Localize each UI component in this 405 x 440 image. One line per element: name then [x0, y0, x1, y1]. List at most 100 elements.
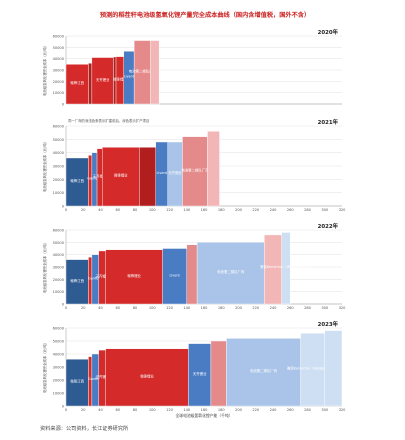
x-tick-label: 60	[115, 306, 120, 310]
x-tick-label: 100	[149, 408, 157, 412]
x-tick-label: 40	[98, 306, 103, 310]
x-tick-label: 0	[65, 208, 68, 212]
x-tick-label: 60	[115, 408, 120, 412]
panel-subtitle: 同一厂商的深浅色条表示扩建前后，深色表示扩产项目	[68, 118, 149, 123]
x-tick-label: 300	[321, 208, 329, 212]
y-tick-label: 60000	[53, 35, 65, 39]
cost-bar	[150, 40, 160, 105]
cost-bar	[281, 232, 291, 305]
x-tick-label: 20	[81, 208, 86, 212]
year-label: 2023年	[318, 320, 339, 328]
x-tick-label: 240	[270, 208, 278, 212]
chart-panel-4: 0 10000 20000 30000 40000 50000 60000 电池级氢氧化锂完全…	[42, 320, 346, 418]
cost-bar	[226, 338, 301, 407]
y-tick-label: 30000	[53, 165, 65, 169]
year-label: 2020年	[318, 28, 339, 36]
y-tick-label: 60000	[53, 229, 65, 233]
cost-bar	[186, 244, 198, 305]
y-tick-label: 0	[62, 205, 65, 209]
y-tick-label: 50000	[53, 46, 65, 50]
x-tick-label: 240	[270, 306, 278, 310]
bar-label: 天齐锂业	[96, 77, 110, 82]
y-tick-label: 40000	[53, 253, 65, 257]
bar-label: 天齐锂业	[95, 374, 109, 379]
x-tick-label: 260	[287, 208, 295, 212]
cost-bar	[88, 256, 93, 305]
bar-label: 赣锋江西	[70, 278, 84, 283]
cost-bar	[210, 340, 227, 407]
y-tick-label: 30000	[53, 366, 65, 370]
cost-bar	[88, 155, 93, 207]
source-footer: 资料来源：公司资料，长江证券研究所	[40, 424, 128, 432]
bar-label: 天齐锂业	[193, 371, 207, 376]
x-tick-label: 180	[218, 208, 226, 212]
x-tick-label: 80	[133, 408, 138, 412]
y-tick-label: 40000	[53, 151, 65, 155]
y-tick-label: 50000	[53, 138, 65, 142]
x-tick-label: 0	[65, 306, 68, 310]
x-tick-label: 320	[339, 306, 347, 310]
cost-bar	[182, 136, 208, 207]
x-tick-label: 140	[183, 408, 191, 412]
cost-bar	[102, 147, 140, 207]
x-tick-label: 220	[252, 306, 260, 310]
bar-label: 电池第二梯队厂商	[129, 68, 157, 73]
cost-bar	[300, 333, 325, 407]
cost-bar	[139, 147, 156, 207]
x-tick-label: 180	[218, 408, 226, 412]
cost-bar	[207, 131, 220, 207]
y-tick-label: 50000	[53, 340, 65, 344]
x-tick-label: 120	[166, 306, 174, 310]
y-tick-label: 60000	[53, 327, 65, 331]
x-tick-label: 60	[115, 208, 120, 212]
x-tick-label: 320	[339, 408, 347, 412]
x-tick-label: 260	[287, 306, 295, 310]
bar-label: 赣锋江西	[70, 379, 84, 384]
x-axis-label: 全球电池级氢氧化锂产能（千吨）	[176, 413, 233, 418]
x-tick-label: 200	[235, 306, 243, 310]
cost-bar	[88, 63, 93, 105]
chart-title: 预测的稻茬秆电池级氢氧化锂产量完全成本曲线（国内含增值税，国外不含）	[100, 11, 310, 19]
y-tick-label: 0	[62, 103, 65, 107]
bar-label: 电池第二梯队厂商	[250, 368, 278, 373]
bar-label: 赣锋锂业	[114, 173, 128, 178]
y-tick-label: 0	[62, 405, 65, 409]
y-tick-label: 20000	[53, 178, 65, 182]
bar-label: 赣锋江西	[70, 178, 84, 183]
cost-bar	[196, 242, 265, 305]
x-tick-label: 100	[149, 208, 157, 212]
y-tick-label: 20000	[53, 80, 65, 84]
y-tick-label: 0	[62, 303, 65, 307]
x-tick-label: 160	[201, 208, 209, 212]
year-label: 2021年	[318, 118, 339, 126]
chart-panel-1: 0 10000 20000 30000 40000 50000 60000 电池级氢氧化锂完全…	[42, 28, 342, 107]
y-axis-label: 电池级氢氧化锂完全成本（元/吨）	[42, 241, 47, 293]
x-tick-label: 40	[98, 208, 103, 212]
cost-bar	[264, 234, 282, 305]
y-tick-label: 40000	[53, 57, 65, 61]
x-tick-label: 120	[166, 208, 174, 212]
x-tick-label: 0	[65, 408, 68, 412]
bar-label: 雅保Kemerton（Wodgina锂矿）	[260, 264, 312, 269]
y-tick-label: 30000	[53, 69, 65, 73]
x-tick-label: 300	[321, 306, 329, 310]
x-tick-label: 40	[98, 408, 103, 412]
bar-label: 天齐锂业	[168, 170, 182, 175]
y-axis-label: 电池级氢氧化锂完全成本（元/吨）	[42, 140, 47, 192]
x-tick-label: 80	[133, 208, 138, 212]
y-tick-label: 10000	[53, 91, 65, 95]
y-axis-label: 电池级氢氧化锂完全成本（元/吨）	[42, 341, 47, 393]
bar-label: 赣锋江西	[70, 80, 84, 85]
x-tick-label: 280	[304, 208, 312, 212]
x-tick-label: 200	[235, 208, 243, 212]
bar-label: 天齐锂业	[95, 273, 109, 278]
y-tick-label: 30000	[53, 266, 65, 270]
x-tick-label: 240	[270, 408, 278, 412]
y-tick-label: 20000	[53, 278, 65, 282]
x-tick-label: 220	[252, 208, 260, 212]
x-tick-label: 180	[218, 306, 226, 310]
chart-panel-3: 0 10000 20000 30000 40000 50000 60000 电池级氢氧化锂完全…	[42, 222, 346, 310]
y-tick-label: 50000	[53, 241, 65, 245]
bar-label: Ganfeng	[88, 276, 102, 280]
